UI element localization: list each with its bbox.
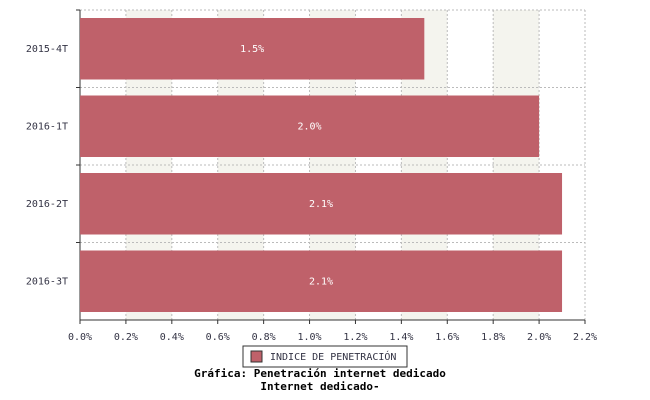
y-tick-label: 2016-2T xyxy=(26,199,68,210)
legend-swatch xyxy=(250,350,263,363)
caption: Internet dedicado- xyxy=(260,380,379,393)
data-label: 2.1% xyxy=(309,199,333,210)
x-tick-label: 2.0% xyxy=(527,332,551,343)
bar xyxy=(80,250,563,312)
x-tick-label: 0.2% xyxy=(114,332,138,343)
bar xyxy=(80,18,425,80)
x-tick-label: 1.8% xyxy=(481,332,505,343)
legend-label: INDICE DE PENETRACIÓN xyxy=(270,350,396,363)
x-tick-label: 0.8% xyxy=(252,332,276,343)
plot: 1.5% 2.0% 2.1% 2.1% xyxy=(80,18,563,312)
y-tick-label: 2016-1T xyxy=(26,121,68,132)
x-tick-label: 1.2% xyxy=(343,332,367,343)
data-label: 2.0% xyxy=(297,121,321,132)
x-tick-label: 2.2% xyxy=(573,332,597,343)
x-tick-label: 1.6% xyxy=(435,332,459,343)
x-tick-label: 0.4% xyxy=(160,332,184,343)
x-tick-label: 0.6% xyxy=(206,332,230,343)
caption: Gráfica: Penetración internet dedicado xyxy=(194,367,446,380)
x-tick-label: 0.0% xyxy=(68,332,92,343)
x-tick-label: 1.4% xyxy=(389,332,413,343)
y-tick-label: 2016-3T xyxy=(26,276,68,287)
data-label: 1.5% xyxy=(240,44,264,55)
data-label: 2.1% xyxy=(309,276,333,287)
legend-box xyxy=(242,345,408,368)
x-tick-label: 1.0% xyxy=(297,332,321,343)
y-tick-label: 2015-4T xyxy=(26,44,68,55)
bar xyxy=(80,173,563,235)
bar xyxy=(80,95,540,157)
